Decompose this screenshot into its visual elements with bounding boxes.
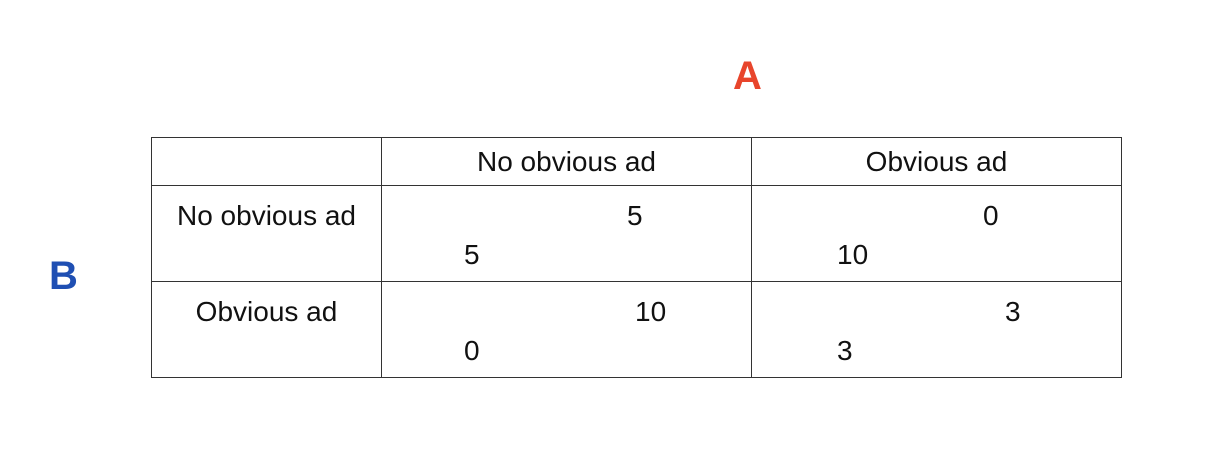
payoff-cell: 5 5 [381, 185, 752, 282]
payoff-a-value: 5 [627, 200, 643, 231]
payoff-a-value: 3 [1005, 296, 1021, 327]
payoff-cell: 10 0 [381, 281, 752, 378]
payoff-cell: 0 10 [751, 185, 1122, 282]
column-header-cell: No obvious ad [381, 137, 752, 186]
row-header-obvious-ad: Obvious ad [195, 296, 338, 327]
column-header-cell: Obvious ad [751, 137, 1122, 186]
player-b-label: B [49, 254, 78, 298]
matrix-row: No obvious ad 5 5 0 10 [151, 185, 1122, 282]
column-header-no-obvious-ad: No obvious ad [476, 145, 656, 177]
row-header-cell: No obvious ad [151, 185, 382, 282]
payoff-b-value: 5 [464, 239, 480, 270]
row-header-no-obvious-ad: No obvious ad [176, 200, 356, 231]
column-header-obvious-ad: Obvious ad [865, 145, 1008, 177]
payoff-matrix: No obvious ad Obvious ad No obvious ad 5… [151, 137, 1122, 378]
payoff-b-value: 10 [837, 239, 869, 270]
payoff-b-value: 0 [464, 335, 480, 366]
corner-cell [151, 137, 382, 186]
payoff-cell: 3 3 [751, 281, 1122, 378]
payoff-a-value: 10 [635, 296, 667, 327]
matrix-row: Obvious ad 10 0 3 3 [151, 281, 1122, 378]
payoff-b-value: 3 [837, 335, 853, 366]
header-row: No obvious ad Obvious ad [151, 137, 1122, 186]
payoff-a-value: 0 [983, 200, 999, 231]
player-a-label: A [733, 54, 762, 98]
row-header-cell: Obvious ad [151, 281, 382, 378]
